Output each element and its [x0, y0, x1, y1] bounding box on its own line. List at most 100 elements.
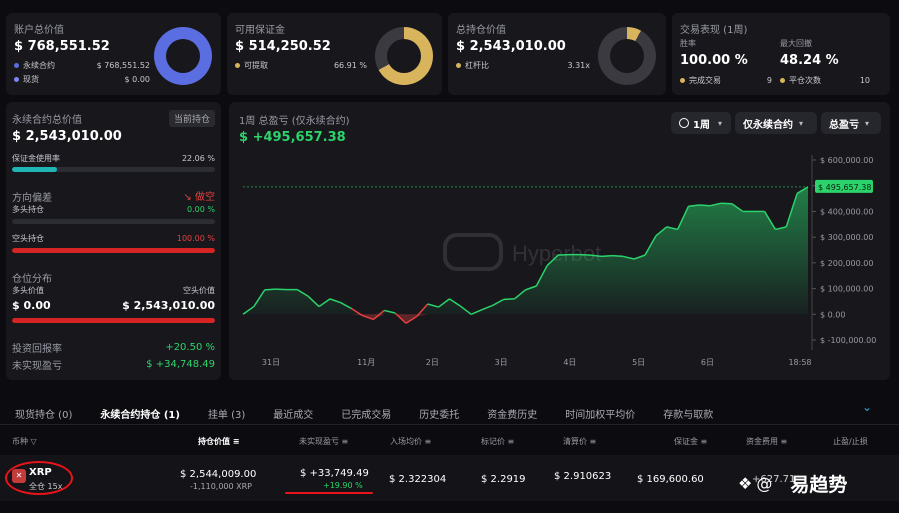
position-value-card: 总持仓价值 $ 2,543,010.00 杠杆比 3.31x: [448, 13, 666, 95]
th-upnl[interactable]: 未实现盈亏 ≡: [299, 436, 348, 447]
clock-icon: [679, 118, 689, 128]
distribution-labels-row: 多头价值 空头价值: [12, 285, 215, 296]
row-value: $ 0.00: [124, 75, 150, 84]
diamond-logo-icon: ❖: [738, 474, 753, 493]
tab-7[interactable]: 时间加权平均价: [565, 410, 636, 421]
metric-dropdown[interactable]: 总盈亏 ▾: [821, 112, 881, 134]
dropdown-label: 1周: [693, 119, 710, 131]
available-margin-card: 可用保证金 $ 514,250.52 可提取 66.91 %: [227, 13, 442, 95]
roi-value: +20.50 %: [165, 342, 215, 353]
funding-cell: +627.71: [752, 474, 796, 485]
dropdown-label: 总盈亏: [829, 119, 859, 131]
close-count-row: 平仓次数 10: [780, 75, 870, 86]
row-label: 杠杆比: [465, 61, 489, 70]
winrate-label: 胜率: [680, 39, 696, 48]
th-entry[interactable]: 入场均价 ≡: [390, 436, 431, 447]
mark-price: $ 2.2919: [481, 474, 526, 485]
period-dropdown[interactable]: 1周 ▾: [671, 112, 731, 134]
winrate-value: 100.00 %: [680, 53, 748, 68]
row-value: 0.00 %: [187, 205, 215, 214]
th-value[interactable]: 持仓价值 ≡: [198, 436, 240, 447]
position-size: -1,110,000 XRP: [190, 482, 253, 491]
sort-icon: ≡: [424, 437, 432, 446]
chevron-down-icon: ▾: [799, 118, 804, 128]
legend-dot: [680, 78, 685, 83]
liq-price: $ 2.910623: [554, 471, 612, 482]
row-label: 空头价值: [183, 286, 215, 295]
chevron-down-icon[interactable]: ⌄: [862, 400, 873, 414]
th-mark[interactable]: 标记价 ≡: [481, 436, 514, 447]
bar-fill: [12, 248, 215, 253]
upnl-cell: $ +33,749.49: [300, 468, 369, 479]
current-position-badge[interactable]: 当前持仓: [168, 110, 215, 127]
row-label: 多头价值: [12, 286, 44, 295]
card-title: 账户总价值: [14, 25, 64, 36]
tab-5[interactable]: 历史委托: [419, 410, 460, 421]
tab-1[interactable]: 永续合约持仓 (1): [100, 410, 180, 421]
row-value: 10: [859, 76, 870, 85]
legend-dot: [14, 77, 19, 82]
row-label: 未实现盈亏: [12, 361, 62, 372]
header-label: 标记价: [481, 437, 505, 446]
row-value: 66.91 %: [333, 61, 367, 70]
brand-text: 易趋势: [790, 474, 848, 496]
tab-0[interactable]: 现货持仓 (0): [15, 410, 73, 421]
short-value: $ 2,543,010.00: [122, 299, 215, 312]
row-label: 投资回报率: [12, 344, 62, 355]
sort-icon: ≡: [507, 437, 515, 446]
sort-icon: ≡: [700, 437, 708, 446]
margin-usage-bar: [12, 167, 215, 172]
row-value: 3.31x: [567, 61, 590, 70]
row-label: 完成交易: [689, 76, 721, 85]
market-dropdown[interactable]: 仅永续合约 ▾: [735, 112, 817, 134]
perp-summary-panel: 永续合约总价值 当前持仓 $ 2,543,010.00 保证金使用率 22.06 …: [6, 102, 221, 380]
tab-6[interactable]: 资金费历史: [487, 410, 538, 421]
header-label: 资金费用: [746, 437, 778, 446]
roi-row: 投资回报率 +20.50 %: [12, 340, 215, 355]
header-label: 保证金: [674, 437, 698, 446]
row-label: 现货: [23, 75, 39, 84]
long-value: $ 0.00: [12, 299, 51, 312]
chevron-down-icon: ▾: [717, 118, 722, 128]
coin-highlight-circle: [5, 461, 73, 495]
sort-icon: ≡: [589, 437, 597, 446]
tab-8[interactable]: 存款与取款: [663, 410, 714, 421]
sort-icon: ≡: [232, 437, 240, 446]
sort-icon: ≡: [780, 437, 788, 446]
short-position-bar: [12, 248, 215, 253]
completed-trades-row: 完成交易 9: [680, 75, 772, 86]
tab-4[interactable]: 已完成交易: [341, 410, 392, 421]
leverage-row: 杠杆比 3.31x: [456, 60, 590, 71]
row-label: 保证金使用率: [12, 154, 60, 163]
account-perp-row: 永续合约 $ 768,551.52: [14, 60, 150, 71]
tab-2[interactable]: 挂单 (3): [207, 410, 246, 421]
row-value: 22.06 %: [181, 154, 215, 163]
drawdown-value: 48.24 %: [780, 53, 839, 68]
divider: [0, 424, 899, 425]
dropdown-label: 仅永续合约: [743, 119, 793, 131]
tab-3[interactable]: 最近成交: [273, 410, 314, 421]
table-row[interactable]: [0, 455, 899, 501]
perp-total-value: $ 2,543,010.00: [12, 129, 122, 144]
panel-title: 永续合约总价值: [12, 115, 82, 126]
account-value-card: 账户总价值 $ 768,551.52 永续合约 $ 768,551.52 现货 …: [6, 13, 221, 95]
trend-down-icon: ↘: [183, 192, 192, 203]
trading-performance-card: 交易表现 (1周) 胜率 100.00 % 最大回撤 48.24 % 完成交易 …: [672, 13, 890, 95]
th-margin[interactable]: 保证金 ≡: [674, 436, 707, 447]
upnl-row: 未实现盈亏 $ +34,748.49: [12, 357, 215, 372]
position-donut-chart: [598, 27, 656, 85]
sort-icon: ≡: [341, 437, 349, 446]
th-coin[interactable]: 币种 ▽: [12, 436, 37, 447]
account-donut-chart: [154, 27, 212, 85]
bias-indicator: ↘ 做空: [183, 188, 215, 203]
th-funding[interactable]: 资金费用 ≡: [746, 436, 787, 447]
long-position-row: 多头持仓 0.00 %: [12, 204, 215, 215]
entry-price: $ 2.322304: [389, 474, 447, 485]
bar-fill: [12, 167, 57, 172]
filter-icon: ▽: [30, 437, 37, 446]
row-label: 多头持仓: [12, 205, 44, 214]
long-position-bar: [12, 219, 215, 224]
at-icon: @: [756, 474, 773, 493]
th-liq[interactable]: 清算价 ≡: [563, 436, 596, 447]
margin-donut-chart: [375, 27, 433, 85]
